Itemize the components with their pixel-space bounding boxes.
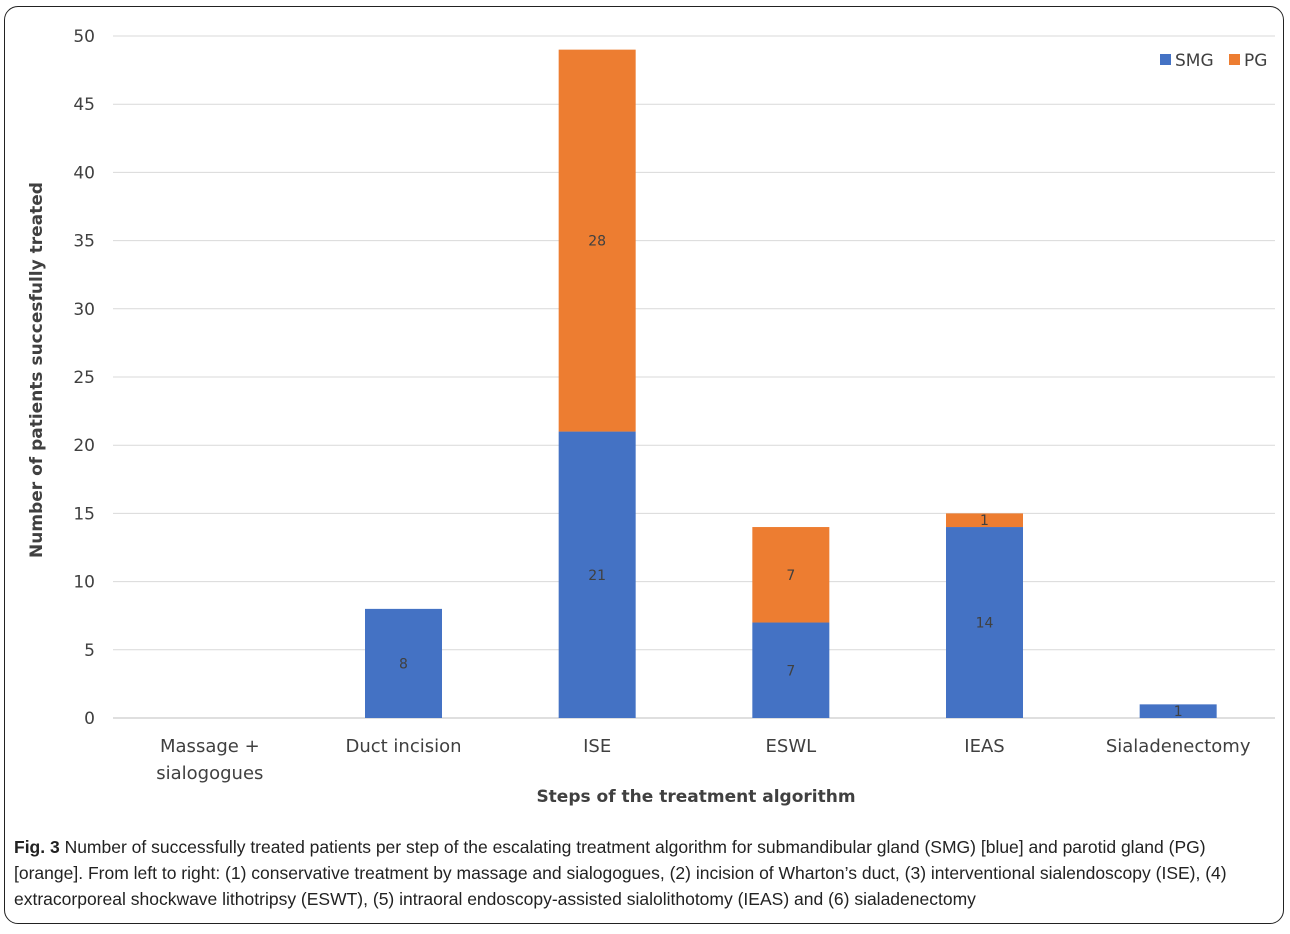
legend-swatch-pg (1229, 54, 1240, 65)
bars: 8 21 28 7 7 14 1 1 (365, 49, 1217, 720)
y-tick-label: 5 (84, 641, 95, 661)
bar-pg-3 (752, 527, 830, 623)
data-label-smg-3: 7 (786, 663, 795, 679)
x-category-label: Duct incision (345, 736, 461, 757)
x-category-label: ISE (583, 736, 611, 757)
legend-swatch-smg (1160, 54, 1171, 65)
y-tick-label: 15 (73, 504, 95, 524)
x-category-labels: Massage + sialogogues Duct incision ISE ESWL… (156, 736, 1251, 784)
y-tick-label: 40 (73, 163, 95, 183)
y-tick-label: 35 (73, 232, 95, 252)
x-category-label: ESWL (766, 736, 817, 757)
data-label-pg-4: 1 (980, 513, 989, 529)
bar-smg-4 (946, 527, 1023, 718)
bar-smg-5 (1139, 704, 1217, 718)
figure-caption: Fig. 3 Number of successfully treated pa… (14, 834, 1276, 912)
x-axis-title: Steps of the treatment algorithm (536, 787, 855, 807)
data-label-pg-3: 7 (786, 568, 795, 584)
y-tick-label: 25 (73, 368, 95, 388)
stacked-bar-chart: 0 5 10 15 20 25 30 35 40 45 50 8 21 28 7 7 14 1 1 Massage… (27, 27, 1275, 807)
figure-label: Fig. 3 (14, 837, 60, 857)
gridlines (113, 35, 1275, 719)
y-axis-title: Number of patients succesfully treated (27, 182, 47, 558)
x-category-label: Sialadenectomy (1106, 736, 1251, 757)
bar-smg-3 (752, 622, 830, 718)
data-label-smg-5: 1 (1174, 704, 1183, 720)
bar-pg-4 (946, 513, 1023, 528)
data-label-pg-2: 28 (588, 234, 606, 250)
y-tick-label: 0 (84, 709, 95, 729)
legend: SMG PG (1160, 51, 1267, 71)
data-label-smg-4: 14 (976, 616, 994, 632)
figure-frame (4, 6, 1284, 924)
x-category-label: Massage + sialogogues (156, 736, 263, 784)
y-tick-label: 20 (73, 436, 95, 456)
bar-pg-2 (558, 49, 636, 432)
bar-smg-1 (365, 608, 442, 718)
y-tick-labels: 0 5 10 15 20 25 30 35 40 45 50 (73, 27, 95, 729)
x-category-label: IEAS (964, 736, 1004, 757)
caption-text: Number of successfully treated patients … (14, 837, 1227, 909)
bar-smg-2 (558, 431, 636, 718)
data-label-smg-1: 8 (399, 656, 408, 672)
legend-label-pg: PG (1244, 51, 1267, 71)
legend-label-smg: SMG (1175, 51, 1214, 71)
y-tick-label: 30 (73, 300, 95, 320)
y-tick-label: 50 (73, 27, 95, 47)
y-tick-label: 10 (73, 573, 95, 593)
y-tick-label: 45 (73, 95, 95, 115)
data-label-smg-2: 21 (588, 568, 606, 584)
